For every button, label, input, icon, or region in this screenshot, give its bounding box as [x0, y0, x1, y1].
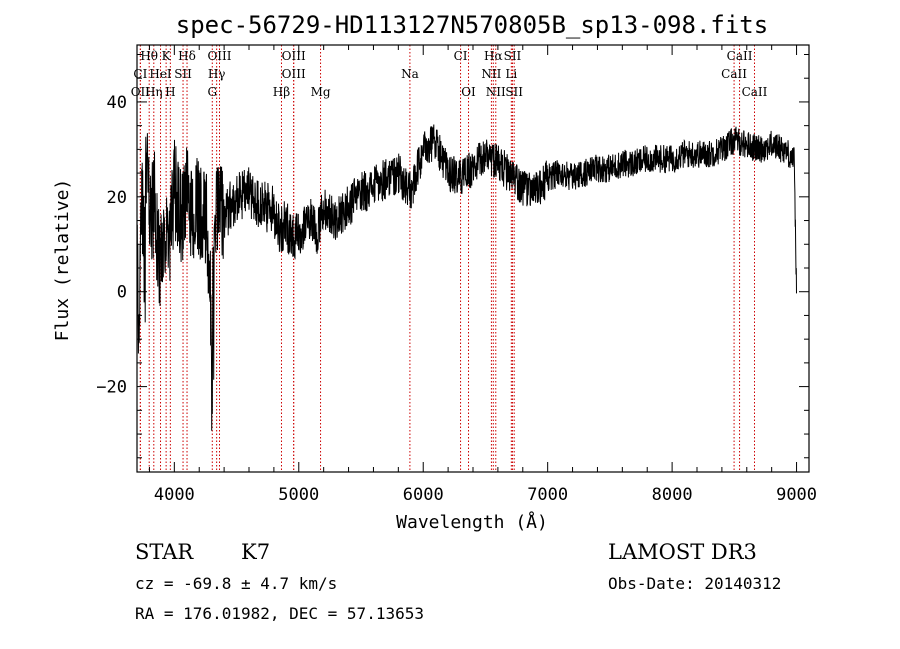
spectral-line-label: K — [162, 49, 172, 63]
x-tick-label: 8000 — [652, 485, 693, 505]
spectrum-series — [136, 124, 797, 431]
spectral-line-label: HeI — [149, 67, 172, 81]
spectral-line-label: OIII — [282, 49, 306, 63]
spectral-line-label: NII — [481, 67, 501, 81]
spectral-line-label: OI — [461, 85, 476, 99]
spectral-line-label: Hη — [145, 85, 163, 99]
y-axis-label: Flux (relative) — [52, 179, 73, 342]
axis-ticks: 4000 5000 6000 7000 8000 9000 −20 0 20 40 — [96, 45, 817, 505]
object-class: STAR — [135, 540, 194, 564]
x-tick-label: 6000 — [403, 485, 444, 505]
x-axis-label: Wavelength (Å) — [396, 511, 548, 533]
spectral-line-label: Hγ — [208, 67, 226, 81]
spectral-line-label: SII — [504, 49, 522, 63]
spectral-line-label: Hβ — [273, 85, 290, 99]
y-tick-label: 0 — [117, 283, 127, 303]
spectral-line-label: SII — [174, 67, 192, 81]
spectral-line-label: SII — [505, 85, 523, 99]
spectral-line-label: OIII — [207, 49, 231, 63]
spectral-line-label: Hθ — [140, 49, 158, 63]
spectral-line-label: CaII — [742, 85, 768, 99]
spectral-line-label: Li — [505, 67, 517, 81]
x-tick-label: 4000 — [154, 485, 195, 505]
x-tick-label: 9000 — [776, 485, 817, 505]
spectral-line-label: Hδ — [178, 49, 196, 63]
spectrum-line — [136, 124, 797, 431]
spectral-line-markers — [139, 45, 755, 472]
spectral-line-label: G — [207, 85, 217, 99]
spectral-line-label: NII — [486, 85, 506, 99]
y-tick-label: −20 — [96, 378, 127, 398]
obs-date: Obs-Date: 20140312 — [608, 574, 781, 593]
spectral-line-label: Na — [401, 67, 419, 81]
spectral-line-label: Mg — [311, 85, 331, 99]
redshift-text: cz = -69.8 ± 4.7 km/s — [135, 574, 337, 593]
spectral-line-label: CI — [454, 49, 468, 63]
spectral-line-label: OII — [131, 85, 151, 99]
x-tick-label: 7000 — [527, 485, 568, 505]
y-tick-label: 40 — [107, 93, 127, 113]
spectral-line-label: CaII — [721, 67, 747, 81]
subclass: K7 — [241, 540, 270, 564]
y-tick-label: 20 — [107, 188, 127, 208]
survey-name: LAMOST DR3 — [608, 540, 757, 564]
spectral-line-label: OIII — [282, 67, 306, 81]
spectral-line-label: Hα — [484, 49, 503, 63]
spectral-line-label: CI — [133, 67, 147, 81]
chart-title: spec-56729-HD113127N570805B_sp13-098.fit… — [176, 11, 768, 39]
spectral-line-label: H — [165, 85, 175, 99]
x-tick-label: 5000 — [278, 485, 319, 505]
coordinates: RA = 176.01982, DEC = 57.13653 — [135, 604, 424, 623]
spectral-line-label: CaII — [727, 49, 753, 63]
plot-frame — [136, 44, 810, 473]
